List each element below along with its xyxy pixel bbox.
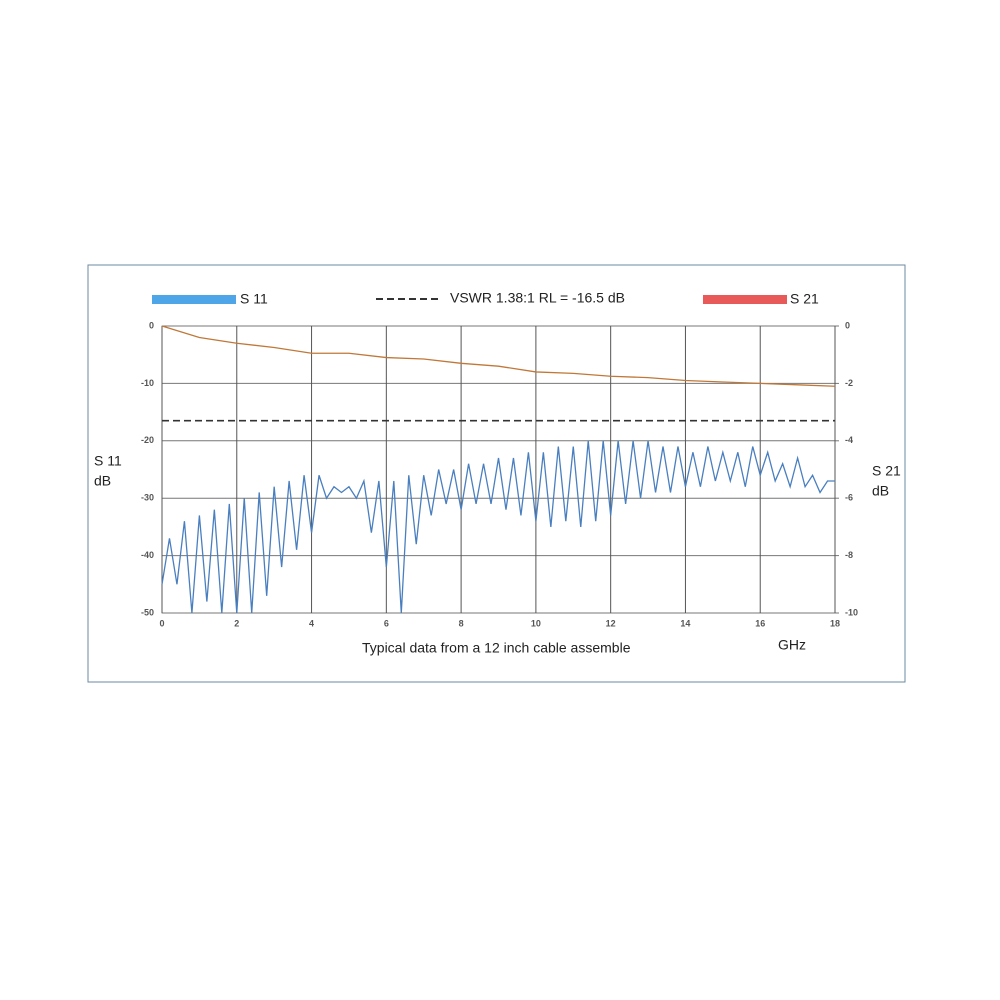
x-tick-label: 4 [309, 618, 314, 628]
legend-label: VSWR 1.38:1 RL = -16.5 dB [450, 290, 625, 306]
x-tick-label: 12 [606, 618, 616, 628]
y2-tick-label: -8 [845, 550, 853, 560]
x-tick-label: 6 [384, 618, 389, 628]
x-axis-label: GHz [778, 637, 806, 653]
x-tick-label: 14 [680, 618, 690, 628]
y-tick-label: -50 [141, 607, 154, 617]
x-tick-label: 18 [830, 618, 840, 628]
y2-axis-label: S 21 [872, 463, 901, 479]
series-line [161, 440, 835, 614]
y2-tick-label: -10 [845, 607, 858, 617]
series-line [161, 325, 836, 387]
y-axis-label: S 11 [94, 453, 122, 469]
x-tick-label: 2 [234, 618, 239, 628]
y-axis-label: dB [94, 473, 111, 489]
y-tick-label: -20 [141, 435, 154, 445]
y-tick-label: 0 [149, 320, 154, 330]
x-tick-label: 0 [159, 618, 164, 628]
y-tick-label: -30 [141, 493, 154, 503]
y-tick-label: -10 [141, 378, 154, 388]
x-tick-label: 16 [755, 618, 765, 628]
y2-tick-label: -2 [845, 378, 853, 388]
plot-area [161, 325, 836, 614]
x-tick-label: 8 [459, 618, 464, 628]
caption: Typical data from a 12 inch cable assemb… [362, 640, 631, 656]
y2-tick-label: 0 [845, 320, 850, 330]
legend-swatch [152, 295, 236, 304]
y2-tick-label: -6 [845, 493, 853, 503]
y2-tick-label: -4 [845, 435, 853, 445]
legend-swatch [703, 295, 787, 304]
legend-label: S 11 [240, 291, 268, 307]
x-tick-label: 10 [531, 618, 541, 628]
legend-label: S 21 [790, 291, 819, 307]
y-tick-label: -40 [141, 550, 154, 560]
y2-axis-label: dB [872, 483, 889, 499]
